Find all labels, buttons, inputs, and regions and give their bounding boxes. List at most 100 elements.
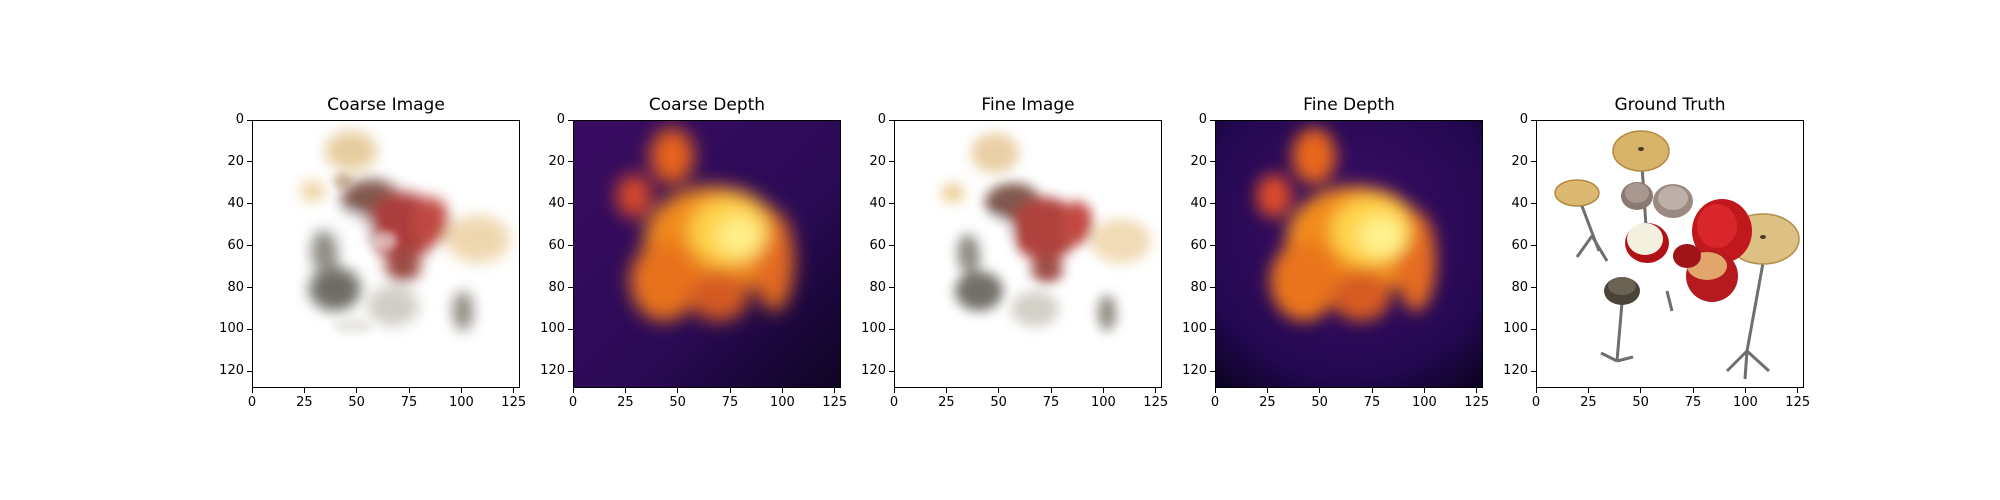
x-tick-label: 0 [247, 395, 257, 410]
x-tick-label: 50 [1311, 395, 1328, 410]
panel-title-ground-truth: Ground Truth [1614, 95, 1726, 115]
x-tick [513, 388, 515, 393]
y-tick-label: 20 [1511, 153, 1528, 169]
y-tick [1531, 119, 1536, 121]
coarse-image-render [253, 121, 519, 387]
x-tick [1102, 388, 1104, 393]
panel-fine-depth [1215, 120, 1483, 388]
x-tick-label: 25 [617, 395, 634, 410]
x-tick [1744, 388, 1746, 393]
x-tick-label: 0 [568, 395, 578, 410]
y-tick-label: 80 [227, 279, 244, 295]
x-tick [1050, 388, 1052, 393]
y-tick-label: 80 [1190, 279, 1207, 295]
y-tick [568, 370, 573, 372]
x-tick-label: 75 [400, 395, 418, 410]
fine-image-render [895, 121, 1161, 387]
y-tick [247, 245, 252, 247]
panel-title-coarse-depth: Coarse Depth [648, 95, 766, 115]
y-tick [889, 161, 894, 163]
y-tick-label: 120 [1503, 363, 1528, 379]
panel-title-fine-image: Fine Image [981, 95, 1075, 115]
y-tick [889, 119, 894, 121]
x-tick [460, 388, 462, 393]
x-tick [1155, 388, 1157, 393]
y-tick [1531, 287, 1536, 288]
x-tick-label: 0 [1210, 395, 1220, 410]
y-tick [247, 203, 252, 205]
x-tick-label: 50 [669, 395, 686, 410]
x-tick-label: 25 [1580, 395, 1597, 410]
y-tick [568, 203, 573, 205]
y-tick-label: 40 [869, 195, 886, 211]
x-tick [1692, 388, 1694, 393]
y-tick-label: 40 [548, 195, 565, 211]
x-tick [834, 388, 836, 393]
y-tick [889, 203, 894, 205]
y-tick [568, 328, 573, 330]
x-tick-label: 125 [1785, 395, 1811, 410]
x-tick-label: 100 [769, 395, 795, 410]
y-tick [1210, 328, 1215, 330]
y-tick [1210, 119, 1215, 121]
x-tick-label: 25 [938, 395, 955, 410]
y-tick [1210, 370, 1215, 372]
x-tick-label: 100 [448, 395, 474, 410]
x-tick-label: 75 [721, 395, 739, 410]
y-tick [889, 245, 894, 247]
y-tick [247, 119, 252, 121]
y-tick [568, 245, 573, 247]
y-tick-label: 60 [1190, 237, 1207, 253]
x-tick [677, 388, 679, 393]
x-tick [781, 388, 783, 393]
x-tick [998, 388, 1000, 393]
coarse-depth-map [574, 121, 840, 387]
x-tick [1535, 388, 1537, 393]
y-tick [1210, 245, 1215, 247]
y-tick-label: 40 [1190, 195, 1207, 211]
drum-kit-image [1537, 121, 1803, 387]
x-tick [945, 388, 947, 393]
x-tick-label: 75 [1684, 395, 1702, 410]
y-tick-label: 20 [1190, 153, 1207, 169]
x-tick [624, 388, 626, 393]
x-tick-label: 25 [1259, 395, 1276, 410]
x-tick-label: 50 [990, 395, 1007, 410]
y-tick [889, 370, 894, 372]
x-tick-label: 75 [1042, 395, 1060, 410]
x-tick-label: 125 [822, 395, 848, 410]
y-tick-label: 40 [1511, 195, 1528, 211]
y-tick-label: 100 [861, 321, 886, 337]
y-tick-label: 20 [869, 153, 886, 169]
x-tick-label: 125 [1464, 395, 1490, 410]
x-tick [356, 388, 358, 393]
x-tick-label: 50 [1632, 395, 1649, 410]
y-tick [1531, 245, 1536, 247]
y-tick [1210, 203, 1215, 205]
x-tick-label: 125 [501, 395, 527, 410]
x-tick [1266, 388, 1268, 393]
panel-coarse-depth [573, 120, 841, 388]
y-tick-label: 60 [1511, 237, 1528, 253]
y-tick [568, 119, 573, 121]
y-tick [247, 287, 252, 288]
panel-title-fine-depth: Fine Depth [1303, 95, 1395, 115]
y-tick [889, 328, 894, 330]
x-tick [893, 388, 895, 393]
y-tick-label: 0 [556, 112, 565, 127]
panel-fine-image [894, 120, 1162, 388]
panel-coarse-image [252, 120, 520, 388]
y-tick [889, 287, 894, 288]
y-tick-label: 20 [227, 153, 244, 169]
x-tick [1640, 388, 1642, 393]
x-tick [408, 388, 410, 393]
y-tick-label: 120 [861, 363, 886, 379]
y-tick-label: 120 [219, 363, 244, 379]
y-tick-label: 20 [548, 153, 565, 169]
x-tick-label: 75 [1363, 395, 1381, 410]
x-tick [729, 388, 731, 393]
y-tick [1531, 161, 1536, 163]
x-tick-label: 100 [1411, 395, 1437, 410]
y-tick-label: 100 [1503, 321, 1528, 337]
y-tick [568, 287, 573, 288]
